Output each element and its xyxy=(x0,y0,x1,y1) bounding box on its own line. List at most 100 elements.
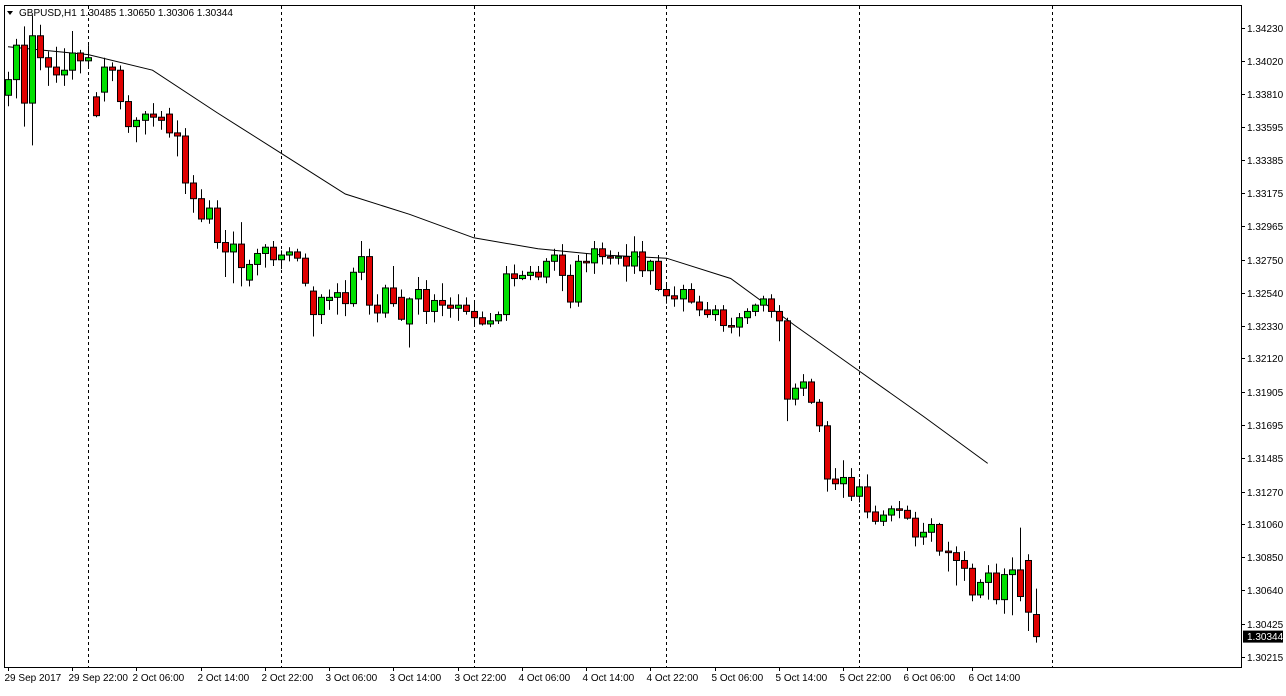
time-tick-label: 5 Oct 14:00 xyxy=(776,673,828,684)
price-tick-label: 1.31485 xyxy=(1247,454,1284,465)
bull-candle-body xyxy=(495,314,502,322)
bull-candle-body xyxy=(142,113,149,121)
bear-candle-body xyxy=(423,289,430,312)
bear-candle-body xyxy=(663,289,670,297)
bear-candle-body xyxy=(222,242,229,253)
bear-candle-body xyxy=(342,292,349,305)
time-tick-label: 4 Oct 06:00 xyxy=(519,673,571,684)
price-tick-label: 1.33385 xyxy=(1247,156,1284,167)
bear-candle-body xyxy=(768,298,775,312)
bull-candle-body xyxy=(591,248,598,264)
bear-candle-body xyxy=(166,113,173,134)
bear-candle-body xyxy=(559,254,566,276)
bull-candle-body xyxy=(455,304,462,309)
bear-candle-body xyxy=(190,182,197,200)
price-axis[interactable]: 1.34230 1.34020 1.33810 1.33595 1.33385 1.331… xyxy=(1241,24,1284,664)
bull-candle-body xyxy=(278,254,285,261)
candles xyxy=(5,15,1040,643)
bull-candle-body xyxy=(985,572,992,583)
bear-candle-body xyxy=(366,256,373,306)
bear-candle-body xyxy=(639,251,646,272)
bull-candle-body xyxy=(792,387,799,400)
price-tick-label: 1.32750 xyxy=(1247,256,1284,267)
bear-candle-body xyxy=(310,290,317,316)
bull-candle-body xyxy=(575,260,582,303)
bear-candle-body xyxy=(463,304,470,312)
time-axis[interactable]: 29 Sep 2017 29 Sep 22:00 2 Oct 06:00 2 Oct … xyxy=(5,667,1021,684)
price-tick-label: 1.30850 xyxy=(1247,553,1284,564)
time-tick-label: 3 Oct 22:00 xyxy=(455,673,507,684)
time-tick-label: 2 Oct 22:00 xyxy=(262,673,314,684)
bull-candle-body xyxy=(246,263,253,281)
bull-candle-body xyxy=(880,514,887,522)
bull-candle-body xyxy=(543,260,550,278)
bull-candle-body xyxy=(712,309,719,316)
bull-candle-body xyxy=(928,523,935,533)
price-tick-label: 1.31695 xyxy=(1247,421,1284,432)
time-tick-label: 5 Oct 22:00 xyxy=(840,673,892,684)
symbol-label: GBPUSD,H1 xyxy=(19,8,77,19)
bear-candle-body xyxy=(599,248,606,258)
bull-candle-body xyxy=(647,260,654,272)
bear-candle-body xyxy=(117,69,124,103)
bull-candle-body xyxy=(680,289,687,300)
current-price-box xyxy=(1243,630,1283,643)
time-tick-label: 4 Oct 22:00 xyxy=(647,673,699,684)
bear-candle-body xyxy=(688,289,695,303)
bear-candle-body xyxy=(21,44,28,104)
bull-candle-body xyxy=(840,476,847,485)
bear-candle-body xyxy=(398,296,405,320)
time-tick-label: 29 Sep 22:00 xyxy=(69,673,129,684)
chart-frame xyxy=(4,5,1242,668)
bull-candle-body xyxy=(744,310,751,319)
price-tick-label: 1.32965 xyxy=(1247,222,1284,233)
bear-candle-body xyxy=(993,572,1000,601)
bear-candle-body xyxy=(864,486,871,513)
bear-candle-body xyxy=(969,567,976,596)
chart-header: GBPUSD,H1 1.30485 1.30650 1.30306 1.3034… xyxy=(7,8,233,19)
time-tick-label: 5 Oct 06:00 xyxy=(712,673,764,684)
bear-candle-body xyxy=(848,476,855,497)
bear-candle-body xyxy=(45,57,52,68)
bear-candle-body xyxy=(150,113,157,118)
bull-candle-body xyxy=(334,292,341,298)
time-tick-label: 4 Oct 14:00 xyxy=(583,673,635,684)
bear-candle-body xyxy=(808,381,815,403)
dropdown-triangle-icon[interactable] xyxy=(7,11,13,15)
bull-candle-body xyxy=(318,296,325,316)
bear-candle-body xyxy=(704,309,711,316)
bull-candle-body xyxy=(631,251,638,267)
time-tick-label: 2 Oct 06:00 xyxy=(133,673,185,684)
bear-candle-body xyxy=(53,66,60,76)
current-price-marker: 1.30344 xyxy=(1243,630,1284,643)
bear-candle-body xyxy=(447,304,454,309)
bear-candle-body xyxy=(198,198,205,220)
bull-candle-body xyxy=(920,531,927,538)
time-tick-label: 6 Oct 14:00 xyxy=(969,673,1021,684)
bull-candle-body xyxy=(615,256,622,259)
bear-candle-body xyxy=(945,550,952,554)
price-tick-label: 1.34020 xyxy=(1247,57,1284,68)
bear-candle-body xyxy=(93,96,100,117)
bear-candle-body xyxy=(535,271,542,278)
price-tick-label: 1.31905 xyxy=(1247,388,1284,399)
price-tick-label: 1.34230 xyxy=(1247,24,1284,35)
ohlc-label: 1.30485 1.30650 1.30306 1.30344 xyxy=(80,8,233,19)
bull-candle-body xyxy=(206,207,213,220)
bear-candle-body xyxy=(374,304,381,314)
price-tick-label: 1.32330 xyxy=(1247,322,1284,333)
bear-candle-body xyxy=(961,559,968,569)
bull-candle-body xyxy=(262,246,269,254)
bear-candle-body xyxy=(158,116,165,121)
bear-candle-body xyxy=(174,132,181,137)
bear-candle-body xyxy=(904,509,911,519)
bear-candle-body xyxy=(728,325,735,328)
bear-candle-body xyxy=(294,251,301,259)
bull-candle-body xyxy=(856,486,863,497)
bear-candle-body xyxy=(776,310,783,322)
bear-candle-body xyxy=(936,523,943,552)
bear-candle-body xyxy=(439,299,446,306)
bull-candle-body xyxy=(527,271,534,276)
